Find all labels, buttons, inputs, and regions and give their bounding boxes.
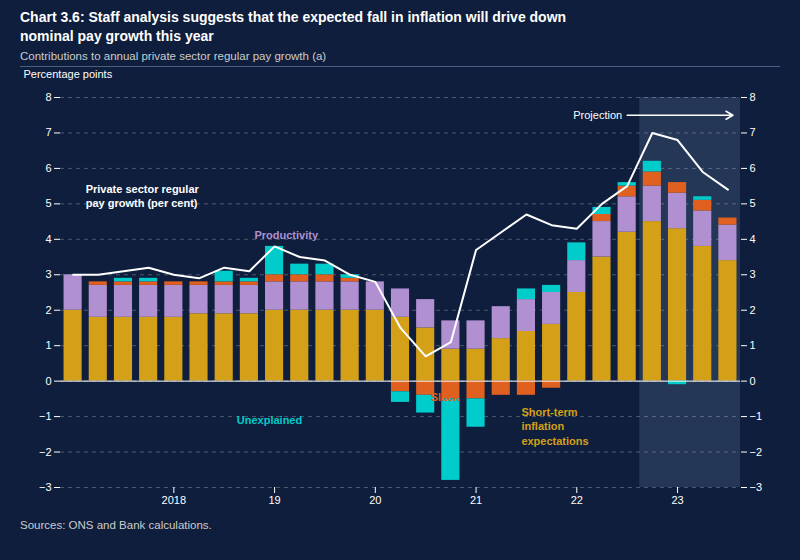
svg-text:19: 19: [268, 494, 280, 506]
svg-text:6: 6: [750, 162, 756, 174]
svg-text:−1: −1: [750, 410, 763, 422]
svg-text:1: 1: [750, 339, 756, 351]
svg-text:2: 2: [45, 304, 51, 316]
svg-text:−2: −2: [750, 445, 763, 457]
svg-text:−2: −2: [39, 445, 52, 457]
svg-text:3: 3: [750, 268, 756, 280]
svg-text:Unexplained: Unexplained: [237, 413, 302, 425]
svg-text:23: 23: [671, 494, 683, 506]
svg-text:21: 21: [470, 494, 482, 506]
svg-text:3: 3: [45, 268, 51, 280]
svg-text:1: 1: [45, 339, 51, 351]
svg-text:0: 0: [45, 374, 51, 386]
svg-text:−3: −3: [750, 481, 763, 493]
svg-text:Percentage points: Percentage points: [24, 68, 113, 80]
svg-text:5: 5: [750, 197, 756, 209]
svg-text:Projection: Projection: [573, 109, 622, 121]
svg-text:6: 6: [45, 162, 51, 174]
html-text:Chart 3.6: Staff analysis sugg: Chart 3.6: Staff analysis suggests that …: [20, 9, 567, 44]
svg-text:22: 22: [571, 494, 583, 506]
svg-text:2: 2: [750, 304, 756, 316]
svg-text:7: 7: [750, 126, 756, 138]
svg-text:4: 4: [45, 233, 51, 245]
html-text:Contributions to annual privat: Contributions to annual private sector r…: [20, 49, 327, 62]
svg-text:7: 7: [45, 126, 51, 138]
svg-text:−3: −3: [39, 481, 52, 493]
svg-text:5: 5: [45, 197, 51, 209]
svg-text:20: 20: [369, 494, 381, 506]
svg-text:Short-terminflationexpectation: Short-terminflationexpectations: [521, 406, 588, 447]
svg-text:0: 0: [750, 374, 756, 386]
html-text:Sources: ONS and Bank calculat: Sources: ONS and Bank calculations.: [20, 518, 212, 531]
svg-text:Private sector regularpay grow: Private sector regularpay growth (per ce…: [86, 183, 200, 209]
svg-text:2018: 2018: [162, 494, 186, 506]
svg-text:8: 8: [45, 91, 51, 103]
svg-text:Slack: Slack: [431, 390, 461, 402]
svg-text:4: 4: [750, 233, 756, 245]
svg-text:−1: −1: [39, 410, 52, 422]
svg-text:Productivity: Productivity: [254, 229, 318, 241]
svg-text:8: 8: [750, 91, 756, 103]
